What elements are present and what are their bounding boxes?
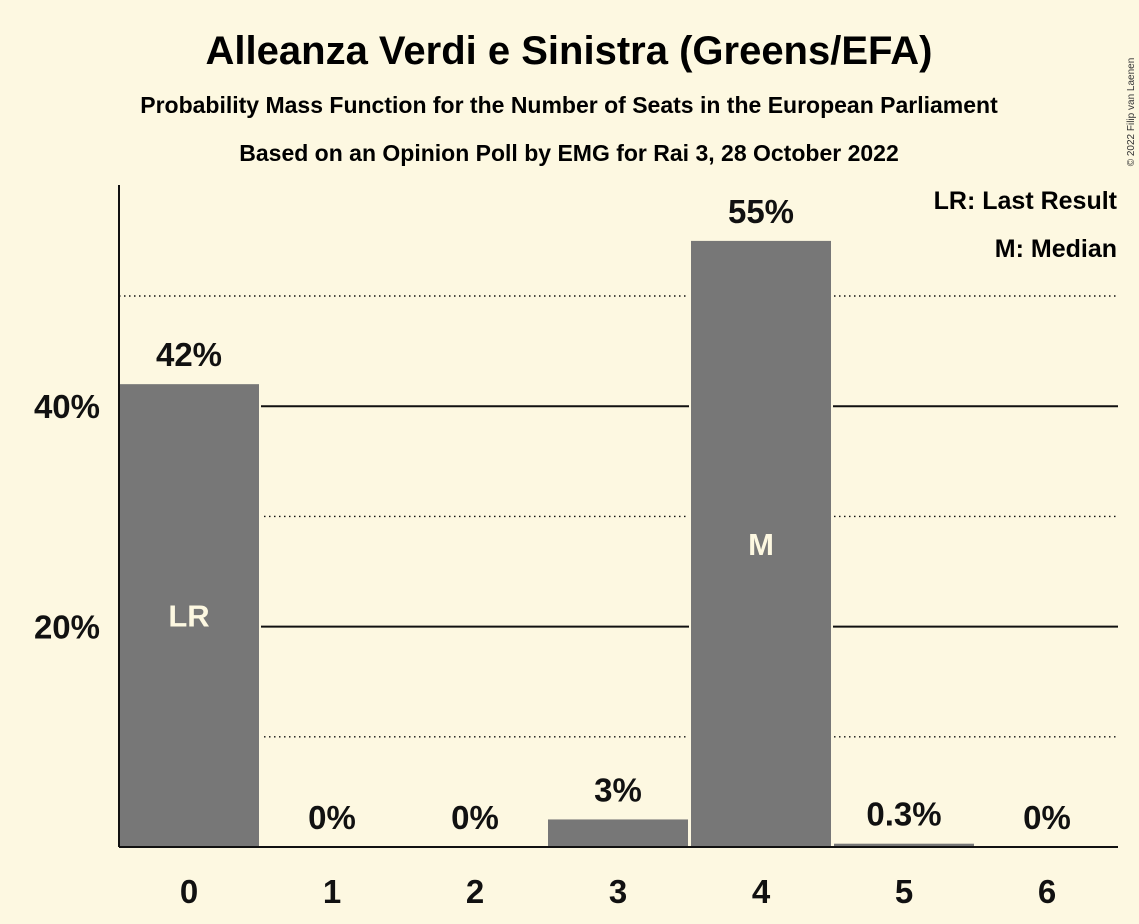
copyright-notice: © 2022 Filip van Laenen — [1126, 58, 1137, 167]
y-tick-label-40: 40% — [34, 388, 100, 425]
data-label-3: 3% — [594, 771, 642, 808]
axes — [118, 185, 1118, 848]
y-tick-label-20: 20% — [34, 609, 100, 646]
chart-source: Based on an Opinion Poll by EMG for Rai … — [239, 140, 899, 166]
data-label-1: 0% — [308, 799, 356, 836]
data-label-0: 42% — [156, 336, 222, 373]
x-tick-label-4: 4 — [752, 873, 771, 910]
legend-last-result: LR: Last Result — [934, 187, 1118, 215]
bar-0 — [119, 384, 259, 847]
data-label-2: 0% — [451, 799, 499, 836]
x-tick-label-6: 6 — [1038, 873, 1056, 910]
data-label-4: 55% — [728, 193, 794, 230]
x-tick-label-2: 2 — [466, 873, 484, 910]
chart-title: Alleanza Verdi e Sinistra (Greens/EFA) — [206, 29, 933, 73]
bars — [117, 240, 976, 847]
x-tick-label-3: 3 — [609, 873, 627, 910]
data-label-6: 0% — [1023, 799, 1071, 836]
bar-3 — [548, 819, 688, 847]
x-tick-label-0: 0 — [180, 873, 198, 910]
gridlines — [119, 295, 1118, 738]
labels: 42% 0 0% 1 0% 2 3% 3 55% 4 0.3% 5 0% 6 LR M 20% 40% — [34, 193, 1071, 910]
bar-marker-lr: LR — [168, 599, 209, 634]
legend-median: M: Median — [995, 235, 1117, 263]
bar-marker-m: M — [748, 527, 774, 562]
data-label-5: 0.3% — [866, 796, 941, 833]
chart-subtitle: Probability Mass Function for the Number… — [140, 92, 998, 118]
bar-4 — [691, 240, 831, 847]
bar-5 — [834, 843, 974, 847]
x-tick-label-5: 5 — [895, 873, 913, 910]
x-tick-label-1: 1 — [323, 873, 341, 910]
